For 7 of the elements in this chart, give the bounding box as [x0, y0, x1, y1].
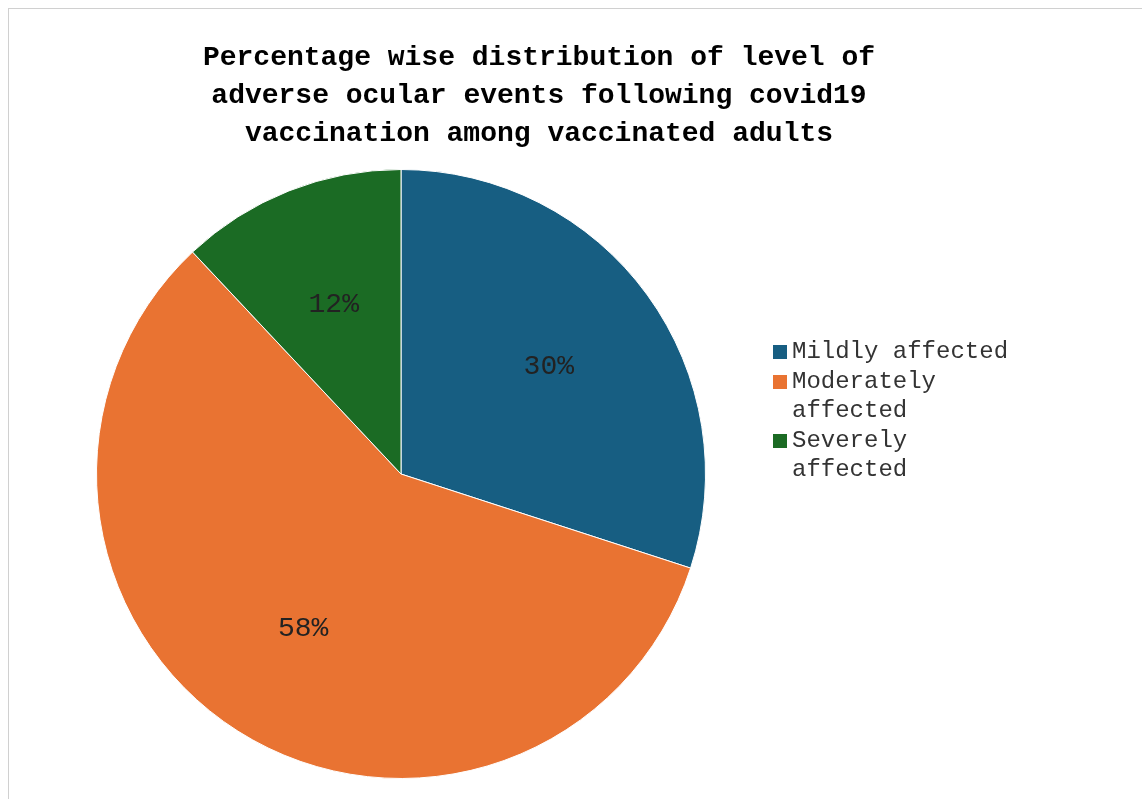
chart-title: Percentage wise distribution of level of adverse ocular events following covid19 vaccination among vaccinated adults	[201, 41, 877, 151]
data-label: 12%	[308, 288, 360, 320]
legend-label: Mildly affected	[792, 337, 1009, 366]
data-label: 58%	[277, 612, 329, 644]
legend-label: Moderately affected	[792, 367, 938, 425]
legend-label: Severely affected	[792, 426, 909, 484]
data-label: 30%	[523, 351, 575, 383]
